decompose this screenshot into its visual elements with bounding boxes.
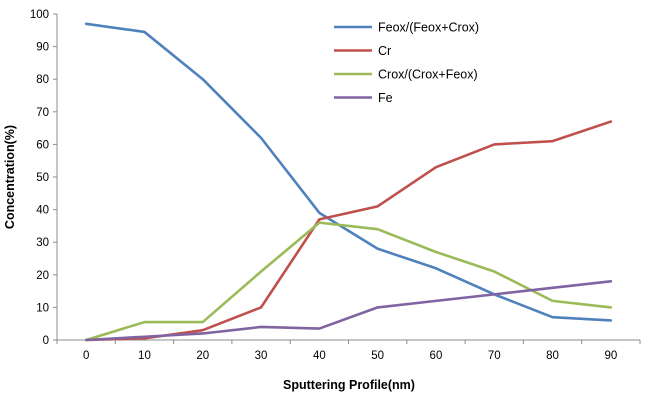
x-tick-label: 70	[488, 350, 501, 362]
x-tick-label: 90	[604, 350, 617, 362]
legend-label: Cr	[378, 44, 391, 58]
y-tick-label: 0	[43, 335, 49, 347]
y-tick-label: 80	[36, 74, 49, 86]
x-tick-label: 0	[83, 350, 89, 362]
y-tick-label: 40	[36, 205, 49, 217]
x-tick-label: 40	[313, 350, 326, 362]
x-tick-label: 20	[196, 350, 209, 362]
y-tick-label: 60	[36, 139, 49, 151]
x-tick-label: 80	[546, 350, 559, 362]
y-tick-label: 100	[30, 9, 49, 21]
legend-label: Crox/(Crox+Feox)	[378, 68, 478, 82]
y-tick-label: 70	[36, 107, 49, 119]
x-tick-label: 10	[138, 350, 151, 362]
y-tick-label: 20	[36, 270, 49, 282]
y-tick-label: 50	[36, 172, 49, 184]
series-line	[84, 221, 613, 342]
x-tick-label: 30	[255, 350, 268, 362]
legend-label: Feox/(Feox+Crox)	[378, 21, 479, 35]
x-tick-label: 50	[371, 350, 384, 362]
plot-area: 0 10 20 30 40 50 60 70 80 90 100 0 10 20 30 40 50 60 70 80 9…	[30, 9, 641, 362]
y-tick-label: 30	[36, 237, 49, 249]
y-tick-label: 90	[36, 42, 49, 54]
legend-label: Fe	[378, 91, 393, 105]
series-line	[84, 280, 613, 342]
series-line	[84, 22, 613, 322]
x-axis-title: Sputtering Profile(nm)	[283, 378, 415, 392]
x-tick-label: 60	[430, 350, 443, 362]
y-tick-label: 10	[36, 302, 49, 314]
y-axis-title: Concentration(%)	[3, 125, 17, 229]
